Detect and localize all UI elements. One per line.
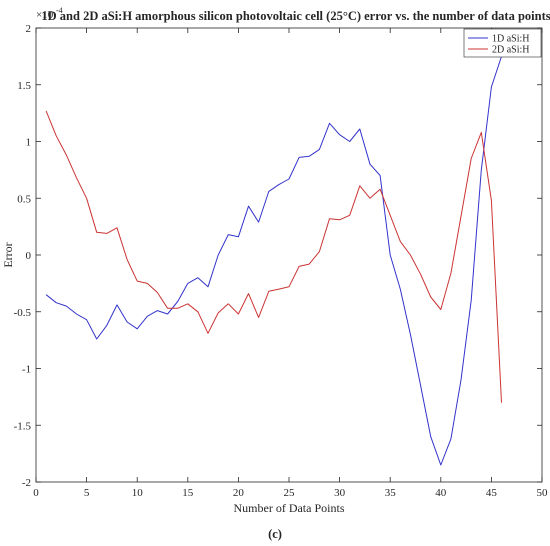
x-tick-label: 40 — [435, 487, 447, 499]
y-tick-label: -1 — [22, 364, 31, 376]
y-multiplier: ×10 -4 — [36, 6, 63, 21]
x-axis-label: Number of Data Points — [234, 501, 345, 515]
chart-title: 1D and 2D aSi:H amorphous silicon photov… — [41, 9, 550, 23]
series-line-2d — [45, 110, 502, 403]
legend-label-2d: 2D aSi:H — [492, 45, 530, 56]
y-multiplier-exponent: -4 — [56, 6, 63, 15]
series-group — [45, 56, 502, 466]
series-line-1d — [45, 56, 502, 466]
y-multiplier-base: ×10 — [36, 9, 54, 21]
panel-label: (c) — [268, 527, 282, 541]
y-tick-label: 2 — [26, 23, 32, 35]
y-tick-label: 0.5 — [17, 193, 31, 205]
x-tick-label: 50 — [537, 487, 549, 499]
y-tick-label: 0 — [26, 250, 32, 262]
y-tick-label: -0.5 — [14, 307, 32, 319]
x-tick-label: 35 — [385, 487, 397, 499]
ticks-group: 0 5 10 15 20 25 30 35 40 45 50 -2 -1.5 -1 -0.5 0 0.5 1 1.5… — [14, 23, 548, 499]
plot-frame — [35, 27, 543, 483]
y-axis-label: Error — [1, 242, 15, 267]
x-tick-label: 30 — [334, 487, 346, 499]
y-tick-label: 1.5 — [17, 80, 31, 92]
x-tick-label: 15 — [182, 487, 194, 499]
x-tick-label: 0 — [33, 487, 39, 499]
x-tick-label: 20 — [233, 487, 245, 499]
legend-box — [463, 28, 542, 58]
x-tick-label: 5 — [84, 487, 90, 499]
x-tick-label: 10 — [132, 487, 144, 499]
x-tick-label: 45 — [486, 487, 498, 499]
y-tick-label: -1.5 — [14, 420, 32, 432]
legend: 1D aSi:H 2D aSi:H — [463, 28, 542, 58]
plot-area: 0 5 10 15 20 25 30 35 40 45 50 -2 -1.5 -1 -0.5 0 0.5 1 1.5… — [14, 23, 548, 499]
x-tick-label: 25 — [284, 487, 296, 499]
y-tick-label: 1 — [26, 137, 32, 149]
legend-label-1d: 1D aSi:H — [492, 34, 530, 45]
y-tick-label: -2 — [22, 477, 31, 489]
